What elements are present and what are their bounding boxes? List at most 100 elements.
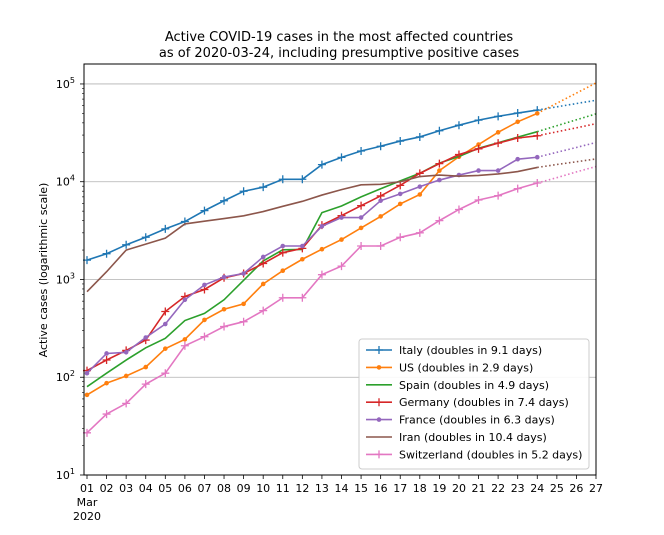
data-point <box>358 215 364 220</box>
data-point <box>104 351 109 356</box>
data-point <box>241 301 246 307</box>
data-point <box>495 168 501 173</box>
y-tick-label-base: 10 <box>56 469 70 482</box>
data-point <box>260 254 266 260</box>
series-4 <box>84 141 597 376</box>
data-point <box>200 206 209 215</box>
data-point <box>474 116 483 125</box>
y-tick-label: 101 <box>56 467 75 482</box>
x-tick-label-extra: 2020 <box>73 510 101 523</box>
series-2 <box>86 113 597 388</box>
data-point <box>474 144 483 153</box>
data-point <box>317 160 326 169</box>
legend-marker <box>375 398 383 407</box>
y-tick-label: 103 <box>56 271 75 286</box>
data-point <box>417 192 423 197</box>
y-axis-label: Active cases (logarithmic scale) <box>37 183 50 358</box>
series-projection <box>537 158 597 169</box>
x-tick-label: 22 <box>491 482 505 495</box>
data-point <box>533 179 542 188</box>
data-point <box>143 335 149 340</box>
y-tick-label: 104 <box>56 174 75 189</box>
data-point <box>513 109 522 118</box>
data-point <box>378 214 383 219</box>
x-tick-label: 24 <box>530 482 544 495</box>
series-line <box>86 156 538 374</box>
data-point <box>454 205 463 214</box>
x-tick-label: 06 <box>178 482 192 495</box>
y-tick-label-base: 10 <box>56 371 70 384</box>
data-point <box>239 187 248 196</box>
data-point <box>534 154 540 160</box>
data-point <box>280 268 286 273</box>
data-point <box>357 242 366 251</box>
data-point <box>102 356 111 365</box>
data-point <box>378 198 383 203</box>
series-projection <box>537 113 597 133</box>
data-point <box>180 341 189 350</box>
data-point <box>259 306 268 315</box>
data-point <box>396 181 405 190</box>
legend: Italy (doubles in 9.1 days) US (doubles i… <box>358 338 590 470</box>
data-point <box>122 399 131 408</box>
series-projection <box>537 99 597 111</box>
data-point <box>84 392 90 398</box>
x-tick-label: 04 <box>139 482 153 495</box>
data-point <box>476 142 481 147</box>
x-tick-label: 16 <box>374 482 388 495</box>
x-tick-label: 27 <box>589 482 603 495</box>
data-point <box>495 130 501 135</box>
data-point <box>102 249 111 258</box>
series-line <box>86 130 538 388</box>
data-point <box>417 184 423 189</box>
data-point <box>397 201 403 207</box>
data-point <box>298 175 307 184</box>
y-tick-label-base: 10 <box>56 273 70 286</box>
data-point <box>454 150 463 159</box>
x-tick-label: 11 <box>276 482 290 495</box>
data-point <box>182 297 188 303</box>
data-point <box>533 131 542 140</box>
x-tick-label: 13 <box>315 482 329 495</box>
x-tick-label: 21 <box>472 482 486 495</box>
data-point <box>202 282 207 288</box>
data-point <box>278 293 287 302</box>
series-projection <box>537 165 597 184</box>
data-point <box>358 225 364 231</box>
data-point <box>376 242 385 251</box>
series-6 <box>83 165 597 437</box>
data-point <box>163 346 168 351</box>
data-point <box>102 410 111 419</box>
data-point <box>515 156 520 162</box>
data-point <box>515 119 520 125</box>
data-point <box>319 223 325 229</box>
series-line <box>86 109 538 261</box>
data-point <box>437 168 442 173</box>
data-point <box>337 153 346 162</box>
x-tick-label: 14 <box>335 482 349 495</box>
data-point <box>415 228 424 237</box>
x-tick-label-extra: Mar <box>77 496 98 509</box>
data-point <box>357 147 366 156</box>
y-tick-label: 105 <box>56 76 75 91</box>
data-point <box>278 175 287 184</box>
legend-label: Switzerland (doubles in 5.2 days) <box>399 448 582 461</box>
data-point <box>513 134 522 143</box>
data-point <box>202 317 207 323</box>
legend-marker <box>376 365 382 370</box>
data-point <box>435 126 444 135</box>
chart-title-line2: as of 2020-03-24, including presumptive … <box>159 46 519 61</box>
x-tick-label: 18 <box>413 482 427 495</box>
x-tick-label: 25 <box>550 482 564 495</box>
x-tick-label: 05 <box>158 482 172 495</box>
data-point <box>104 380 109 386</box>
data-point <box>494 191 503 200</box>
data-point <box>397 191 403 197</box>
y-tick-label-exponent: 5 <box>70 76 75 85</box>
x-tick-label: 10 <box>256 482 270 495</box>
legend-label: Spain (doubles in 4.9 days) <box>399 379 549 392</box>
legend-marker <box>376 417 382 422</box>
data-point <box>476 168 481 173</box>
data-point <box>396 137 405 146</box>
